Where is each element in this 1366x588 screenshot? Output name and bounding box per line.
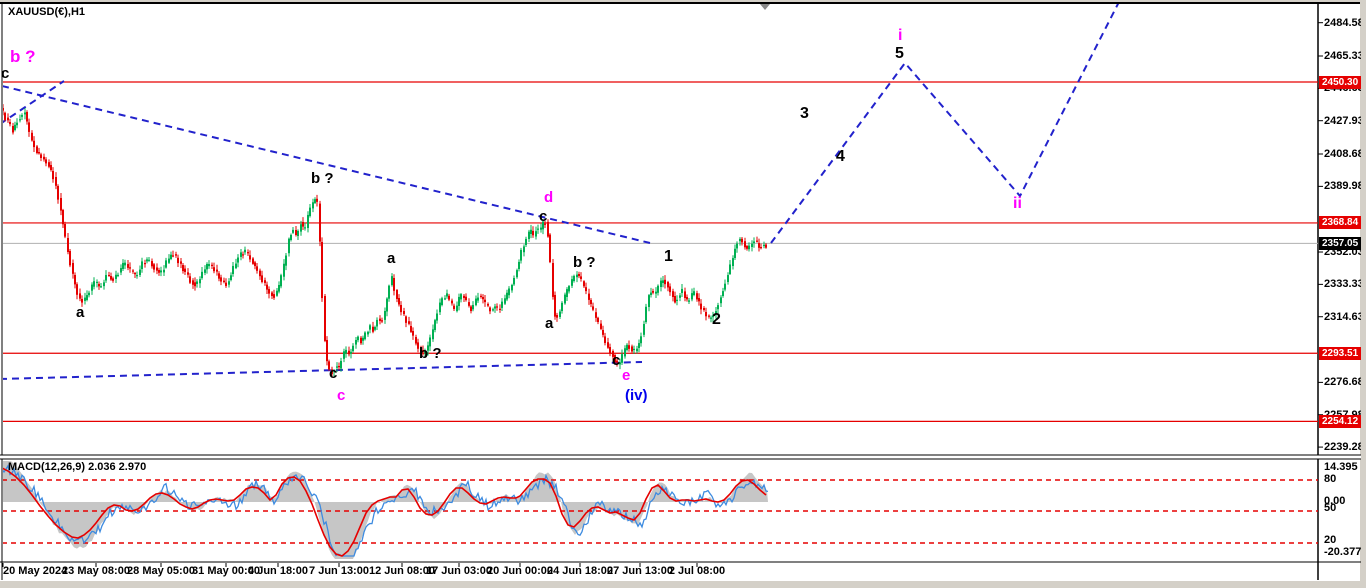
price-tick-label: 2465.33 [1324,49,1364,62]
wave-label[interactable]: e [622,367,631,384]
macd-histogram [3,461,768,559]
macd-scale-label: 80 [1324,473,1337,485]
price-tick-label: 2276.68 [1324,376,1364,389]
time-tick-label: 23 May 08:00 [62,565,130,577]
current-price-badge: 2357.05 [1319,236,1364,250]
time-tick-label: 4 Jun 18:00 [248,565,308,577]
wave-label[interactable]: b ? [10,47,36,66]
macd-scale-label: 20 [1324,534,1337,546]
wave-label[interactable]: 4 [836,148,845,165]
price-tick-label: 2427.93 [1324,114,1364,127]
short-rising-trendline[interactable] [0,80,65,124]
macd-scale-label: 50 [1324,502,1337,514]
macd-scale-label: 0.00 [1324,495,1346,507]
descending-trendline[interactable] [2,85,651,244]
wave-label[interactable]: 5 [895,45,904,62]
time-tick-label: 31 May 00:00 [192,565,260,577]
time-tick-label: 2 Jul 08:00 [668,565,726,577]
wave-label[interactable]: b ? [311,170,334,187]
macd-indicator-label: MACD(12,26,9) 2.036 2.970 [8,461,147,473]
price-tick-label: 2484.58 [1324,16,1364,29]
price-level-badge: 2368.84 [1319,216,1364,230]
time-tick-label: 20 May 2024 [3,565,68,577]
wave-label[interactable]: b ? [573,254,596,271]
main-chart-panel [0,0,1318,423]
wave-label[interactable]: 1 [664,248,673,265]
macd-scale-label: -20.377 [1324,546,1362,558]
time-tick-label: 27 Jun 13:00 [606,565,674,577]
wave-label[interactable]: d [544,189,554,206]
time-tick-label: 24 Jun 18:00 [546,565,614,577]
price-tick-label: 2333.33 [1324,278,1364,291]
wave-label[interactable]: c [329,365,338,382]
price-tick-label: 2314.63 [1324,310,1364,323]
price-level-badge: 2293.51 [1319,346,1364,360]
macd-signal-line [3,467,767,557]
wave-label[interactable]: c [1,65,10,82]
window-right-edge [1361,0,1366,588]
price-tick-label: 2389.98 [1324,180,1364,193]
time-tick-label: 7 Jun 13:00 [309,565,369,577]
macd-fast-line [3,464,769,557]
price-level-badge: 2450.30 [1319,75,1364,89]
wave-label[interactable]: c [539,208,548,225]
macd-panel [3,461,1318,559]
macd-scale-label: 14.395 [1324,461,1358,473]
time-tick-label: 12 Jun 08:00 [368,565,436,577]
wave-label[interactable]: i [898,27,903,44]
time-tick-label: 17 Jun 03:00 [425,565,493,577]
projection-path[interactable] [770,0,1122,244]
price-tick-label: 2257.98 [1324,409,1364,421]
price-tick-label: 2239.28 [1324,441,1364,454]
wave-label[interactable]: 3 [800,105,809,122]
shift-marker-icon [760,4,770,10]
wave-label[interactable]: a [545,315,554,332]
time-tick-label: 28 May 05:00 [127,565,195,577]
window-bottom-edge [0,581,1366,588]
wave-label[interactable]: a [387,250,396,267]
wave-label[interactable]: b ? [419,345,442,362]
price-tick-label: 2352.03 [1324,246,1364,259]
wave-label[interactable]: ii [1013,195,1022,212]
time-tick-label: 20 Jun 00:00 [486,565,554,577]
support-trendline[interactable] [0,361,643,380]
wave-label[interactable]: c [612,352,621,369]
price-tick-label: 2408.68 [1324,148,1364,160]
symbol-timeframe-label: XAUUSD(€),H1 [8,6,86,18]
wave-label[interactable]: 2 [712,311,721,328]
price-level-badge: 2254.12 [1319,414,1364,428]
wave-label[interactable]: (iv) [625,387,648,404]
wave-label[interactable]: a [76,304,85,321]
wave-label[interactable]: c [337,387,346,404]
